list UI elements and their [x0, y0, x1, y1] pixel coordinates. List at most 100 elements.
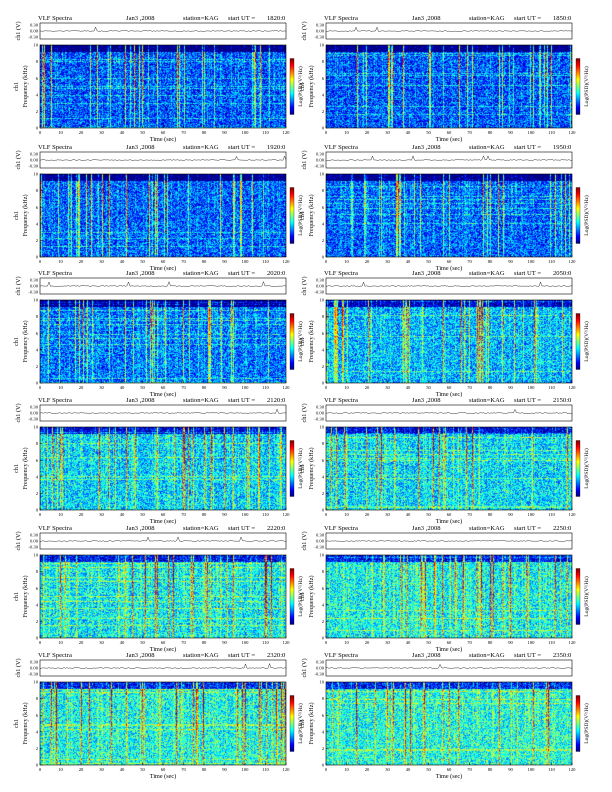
header-date: Jan3 ,2008: [126, 270, 155, 277]
header-start-time: 2320:0: [267, 652, 286, 659]
header-program: VLF Spectra: [38, 397, 72, 404]
header-program: VLF Spectra: [38, 652, 72, 659]
waveform-trace: [39, 155, 287, 161]
spectrogram-panel: VLF Spectra Jan3 ,2008 station=KAG start UT…: [13, 397, 304, 525]
colorbar: [289, 568, 295, 625]
waveform-axis-label: ch1 (V): [301, 276, 308, 295]
y-axis-label: Frequency (kHz): [22, 702, 29, 744]
header-date: Jan3 ,2008: [126, 525, 155, 532]
x-tick-label: 30: [99, 640, 104, 645]
x-tick-label: 120: [569, 130, 577, 135]
header-program: VLF Spectra: [324, 15, 358, 22]
waveform-axis-label: ch1 (V): [15, 276, 22, 295]
x-tick-label: 90: [508, 512, 513, 517]
y-axis-label: Frequency (kHz): [22, 65, 29, 107]
y-tick-label: 8: [36, 59, 39, 64]
colorbar: [575, 568, 581, 625]
y-tick-label: 4: [36, 347, 39, 352]
x-tick-label: 30: [99, 130, 104, 135]
x-tick-label: 20: [79, 640, 84, 645]
x-tick-label: 80: [488, 130, 493, 135]
y-tick-label: 6: [322, 331, 325, 336]
x-tick-label: 80: [202, 640, 207, 645]
y-tick-label: 4: [322, 92, 325, 97]
y-tick-label: 0: [36, 508, 39, 513]
header-program: VLF Spectra: [324, 397, 358, 404]
x-tick-label: 120: [283, 512, 291, 517]
waveform-tick-label: 0.30: [30, 405, 39, 410]
x-tick-label: 30: [99, 259, 104, 264]
x-axis-label: Time (sec): [150, 518, 176, 525]
y-tick-label: 8: [322, 188, 325, 193]
header-station: station=KAG: [183, 15, 219, 22]
y-tick-label: 2: [322, 109, 325, 114]
y-axis-label: Frequency (kHz): [22, 320, 29, 362]
y-tick-label: 10: [33, 425, 38, 430]
x-tick-label: 30: [99, 512, 104, 517]
header-station: station=KAG: [469, 525, 505, 532]
x-tick-label: 90: [222, 385, 227, 390]
header-date: Jan3 ,2008: [412, 397, 441, 404]
waveform-tick-label: -0.30: [28, 545, 38, 550]
y-tick-label: 8: [322, 569, 325, 574]
spectrogram-panel: VLF Spectra Jan3 ,2008 station=KAG start UT…: [299, 270, 590, 398]
y-tick-label: 8: [36, 314, 39, 319]
y-tick-label: 4: [322, 347, 325, 352]
colorbar-label: Log(PSD)(V²/Hz): [583, 195, 590, 236]
header-start-label: start UT =: [514, 15, 541, 22]
x-tick-label: 80: [488, 259, 493, 264]
y-tick-label: 4: [36, 221, 39, 226]
x-tick-label: 70: [467, 259, 472, 264]
waveform-frame: [39, 151, 287, 169]
spectrogram-panel: VLF Spectra Jan3 ,2008 station=KAG start UT…: [13, 270, 304, 398]
x-tick-label: 0: [325, 512, 328, 517]
spectrogram-image: [326, 45, 572, 128]
y-tick-label: 0: [36, 255, 39, 260]
x-tick-label: 120: [283, 385, 291, 390]
x-tick-label: 120: [283, 130, 291, 135]
x-tick-label: 50: [426, 385, 431, 390]
y-tick-label: 2: [36, 364, 39, 369]
x-tick-label: 80: [202, 512, 207, 517]
y-tick-label: 2: [322, 364, 325, 369]
x-tick-label: 80: [488, 640, 493, 645]
x-tick-label: 90: [508, 640, 513, 645]
x-tick-label: 100: [528, 512, 536, 517]
waveform-tick-label: 0.00: [316, 666, 325, 671]
y-tick-label: 0: [36, 126, 39, 131]
header-start-time: 2120:0: [267, 397, 286, 404]
y-tick-label: 6: [322, 713, 325, 718]
waveform-tick-label: 0.00: [316, 158, 325, 163]
x-tick-label: 90: [222, 767, 227, 772]
x-tick-label: 20: [365, 767, 370, 772]
y-tick-label: 2: [36, 109, 39, 114]
y-tick-label: 4: [322, 729, 325, 734]
header-start-label: start UT =: [514, 270, 541, 277]
waveform-axis-label: ch1 (V): [301, 150, 308, 169]
x-tick-label: 60: [447, 130, 452, 135]
header-start-label: start UT =: [228, 652, 255, 659]
waveform-tick-label: -0.30: [314, 290, 324, 295]
y-tick-label: 0: [322, 636, 325, 641]
spectrogram-panel: VLF Spectra Jan3 ,2008 station=KAG start UT…: [13, 525, 304, 653]
x-tick-label: 50: [140, 640, 145, 645]
x-axis-label: Time (sec): [436, 646, 462, 653]
waveform-trace: [39, 662, 287, 669]
y-tick-label: 10: [33, 553, 38, 558]
x-tick-label: 60: [161, 512, 166, 517]
waveform-trace: [39, 536, 287, 542]
x-tick-label: 40: [406, 767, 411, 772]
spectrogram-panel: VLF Spectra Jan3 ,2008 station=KAG start UT…: [299, 397, 590, 525]
colorbar-label: Log(PSD)(V²/Hz): [297, 195, 304, 236]
x-tick-label: 0: [325, 130, 328, 135]
header-date: Jan3 ,2008: [126, 652, 155, 659]
waveform-tick-label: 0.30: [316, 278, 325, 283]
colorbar: [289, 187, 295, 244]
x-tick-label: 70: [467, 640, 472, 645]
x-tick-label: 50: [140, 385, 145, 390]
x-tick-label: 110: [262, 640, 269, 645]
x-tick-label: 40: [406, 640, 411, 645]
y-tick-label: 2: [322, 491, 325, 496]
header-program: VLF Spectra: [324, 652, 358, 659]
